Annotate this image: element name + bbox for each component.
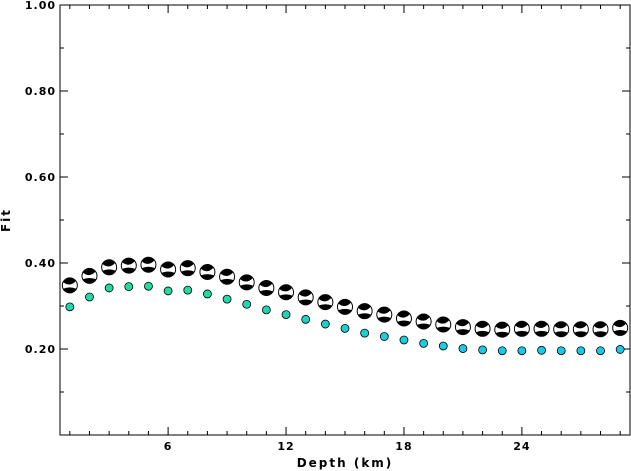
small-marker <box>360 328 370 338</box>
beachball-marker <box>553 321 570 338</box>
small-marker <box>104 283 114 293</box>
beachball-marker <box>238 274 255 291</box>
small-marker <box>615 345 625 354</box>
y-tick-label: 0.80 <box>25 85 56 98</box>
y-axis-ticks: 0.20 0.40 0.60 0.80 1.00 <box>25 0 630 393</box>
y-axis-label: Fit <box>0 208 13 232</box>
beachball-marker <box>513 320 530 337</box>
beachball-marker <box>297 289 314 306</box>
small-marker <box>438 341 448 351</box>
beachball-marker <box>337 298 353 315</box>
small-marker <box>222 294 232 304</box>
small-marker <box>281 310 291 320</box>
small-marker <box>596 346 605 356</box>
beachball-marker <box>101 259 118 276</box>
x-axis-ticks: 6 12 18 24 <box>69 5 621 453</box>
y-tick-label: 1.00 <box>25 0 56 12</box>
small-marker <box>379 332 389 341</box>
small-marker <box>183 285 193 295</box>
beachball-marker <box>474 320 491 337</box>
beachball-marker <box>356 303 373 320</box>
small-marker <box>537 345 546 355</box>
x-axis-label: Depth (km) <box>297 456 394 470</box>
beachball-marker <box>81 267 98 284</box>
small-marker <box>242 299 252 309</box>
beachball-marker <box>376 306 393 323</box>
beachball-marker <box>120 257 137 274</box>
beachball-marker <box>278 284 295 301</box>
x-tick-label: 24 <box>513 440 530 453</box>
small-marker <box>497 346 507 356</box>
small-marker <box>517 346 527 356</box>
plot-frame <box>59 4 631 436</box>
beachball-marker <box>494 321 511 338</box>
beachball-marker <box>219 268 236 285</box>
beachball-marker <box>61 277 78 294</box>
small-marker <box>458 344 468 353</box>
small-marker <box>85 292 94 302</box>
y-tick-label: 0.20 <box>25 343 56 356</box>
y-tick-label: 0.60 <box>25 171 56 184</box>
small-marker <box>576 346 586 356</box>
beachball-marker <box>160 261 177 278</box>
beachball-marker <box>533 320 550 337</box>
small-marker <box>340 323 350 333</box>
small-marker <box>203 289 212 299</box>
small-marker <box>320 319 330 329</box>
x-tick-label: 12 <box>277 440 294 453</box>
y-tick-label: 0.40 <box>25 257 56 270</box>
beachball-marker <box>179 260 196 277</box>
beachball-marker <box>572 321 589 338</box>
small-marker <box>301 314 311 324</box>
beachball-marker <box>435 316 452 333</box>
beachball-marker <box>454 319 471 336</box>
beachball-marker <box>317 294 334 311</box>
small-marker <box>163 286 173 296</box>
beachball-marker <box>612 319 629 336</box>
small-marker <box>399 335 409 345</box>
small-marker <box>124 282 134 292</box>
small-marker <box>65 302 75 312</box>
x-tick-label: 18 <box>395 440 412 453</box>
small-marker <box>419 339 429 348</box>
beachball-marker <box>395 310 412 327</box>
small-marker-series <box>65 281 625 356</box>
x-tick-label: 6 <box>164 440 173 453</box>
beachball-marker <box>415 313 432 330</box>
beachball-series <box>61 256 629 338</box>
beachball-marker <box>199 264 216 281</box>
small-marker <box>144 281 153 291</box>
beachball-marker <box>592 321 609 338</box>
small-marker <box>478 345 487 355</box>
beachball-marker <box>140 256 157 273</box>
beachball-marker <box>258 279 275 296</box>
small-marker <box>556 346 566 356</box>
small-marker <box>261 305 271 315</box>
